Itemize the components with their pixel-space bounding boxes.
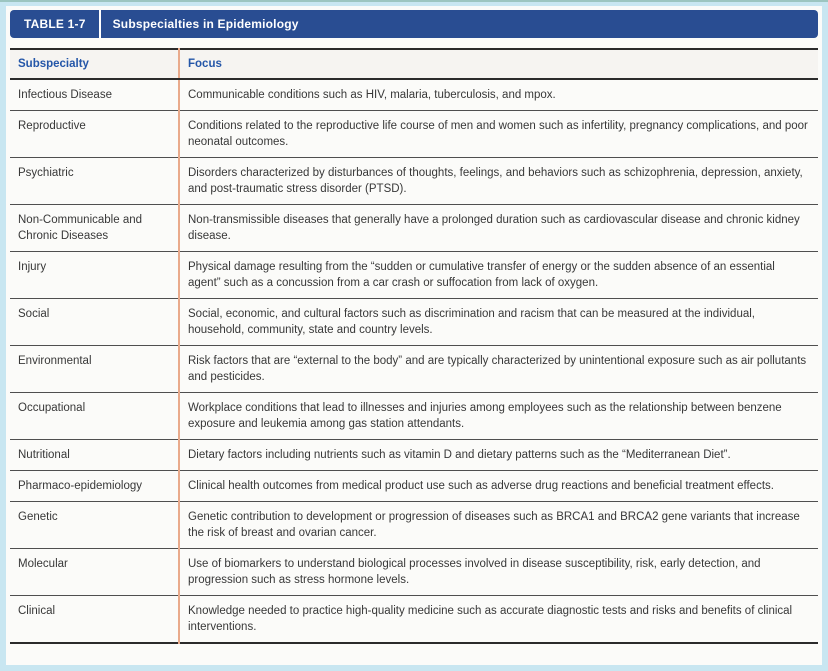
title-bar-divider [98,10,101,38]
focus-cell: Clinical health outcomes from medical pr… [179,470,818,502]
subspecialty-cell: Infectious Disease [10,79,180,111]
table-row: Social Social, economic, and cultural fac… [10,298,818,346]
focus-cell: Genetic contribution to development or p… [179,501,818,549]
focus-cell: Use of biomarkers to understand biologic… [179,548,818,596]
subspecialty-cell: Social [10,298,180,346]
column-header-subspecialty: Subspecialty [10,49,180,80]
subspecialty-cell: Reproductive [10,110,180,158]
focus-cell: Knowledge needed to practice high-qualit… [188,605,793,633]
table-row: Infectious Disease Communicable condition… [10,79,818,111]
subspecialty-cell: Molecular [10,548,180,596]
table-row: Pharmaco-epidemiology Clinical health out… [10,470,818,502]
subspecialty-cell: Injury [10,251,180,299]
table-row: Non-Communicable and Chronic Diseases Non… [10,204,818,252]
subspecialty-cell: Non-Communicable and Chronic Diseases [10,204,180,252]
table-row: Nutritional Dietary factors including nut… [10,439,818,471]
table-row: Psychiatric Disorders characterized by di… [10,157,818,205]
column-header-focus: Focus [179,49,818,80]
table-title: Subspecialties in Epidemiology [112,17,299,31]
focus-cell: Dietary factors including nutrients such… [179,439,818,471]
focus-cell: Workplace conditions that lead to illnes… [179,392,818,440]
focus-cell: Communicable conditions such as HIV, mal… [179,79,818,111]
subspecialties-table: Subspecialty Focus Infectious Disease Com… [10,48,818,644]
subspecialty-cell: Psychiatric [10,157,180,205]
subspecialty-cell: Environmental [10,345,180,393]
table-row: Clinical Knowledge needed to practice hig… [10,595,818,643]
table-row: Environmental Risk factors that are “exte… [10,345,818,393]
subspecialty-cell: Clinical [10,595,180,643]
content-panel: TABLE 1-7 Subspecialties in Epidemiology… [6,6,822,665]
subspecialty-cell: Nutritional [10,439,180,471]
table-row: Reproductive Conditions related to the re… [10,110,818,158]
subspecialty-cell: Occupational [10,392,180,440]
focus-cell: Conditions related to the reproductive l… [179,110,818,158]
header-row: Subspecialty Focus [10,49,818,80]
table-row: Molecular Use of biomarkers to understand… [10,548,818,596]
table-title-bar: TABLE 1-7 Subspecialties in Epidemiology [10,10,818,38]
table-row: Injury Physical damage resulting from the… [10,251,818,299]
subspecialty-cell: Genetic [10,501,180,549]
table-number-label: TABLE 1-7 [24,17,86,31]
table-header: Subspecialty Focus [10,49,818,80]
table-row: Genetic Genetic contribution to developme… [10,501,818,549]
focus-cell: Disorders characterized by disturbances … [179,157,818,205]
table-row: Occupational Workplace conditions that le… [10,392,818,440]
focus-cell: Risk factors that are “external to the b… [179,345,818,393]
table-body: Infectious Disease Communicable condition… [10,79,818,643]
subspecialty-cell: Pharmaco-epidemiology [10,470,180,502]
focus-cell: Physical damage resulting from the “sudd… [179,251,818,299]
focus-cell: Social, economic, and cultural factors s… [179,298,818,346]
focus-cell: Non-transmissible diseases that generall… [179,204,818,252]
